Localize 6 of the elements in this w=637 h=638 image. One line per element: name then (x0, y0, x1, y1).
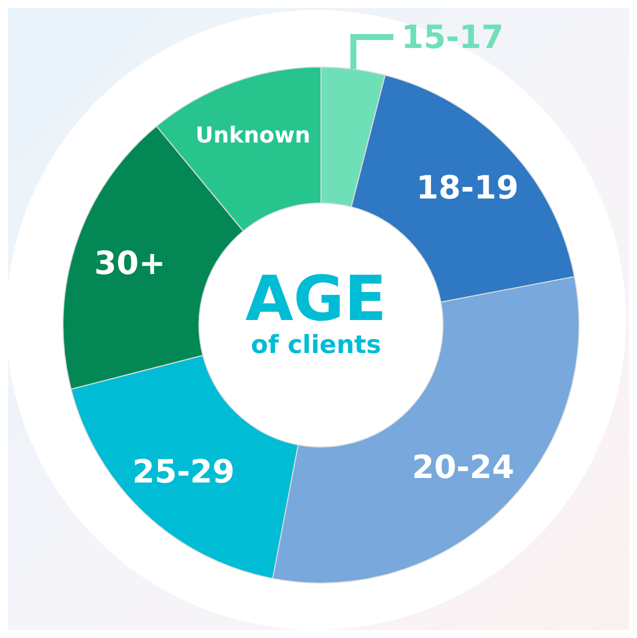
slice-label: 18-19 (416, 168, 519, 206)
slice-label: 20-24 (412, 448, 514, 486)
slice-label: Unknown (195, 123, 310, 148)
slice-label: 30+ (94, 244, 166, 282)
slice-label: 25-29 (132, 452, 235, 490)
slice-label: 15-17 (401, 18, 504, 56)
